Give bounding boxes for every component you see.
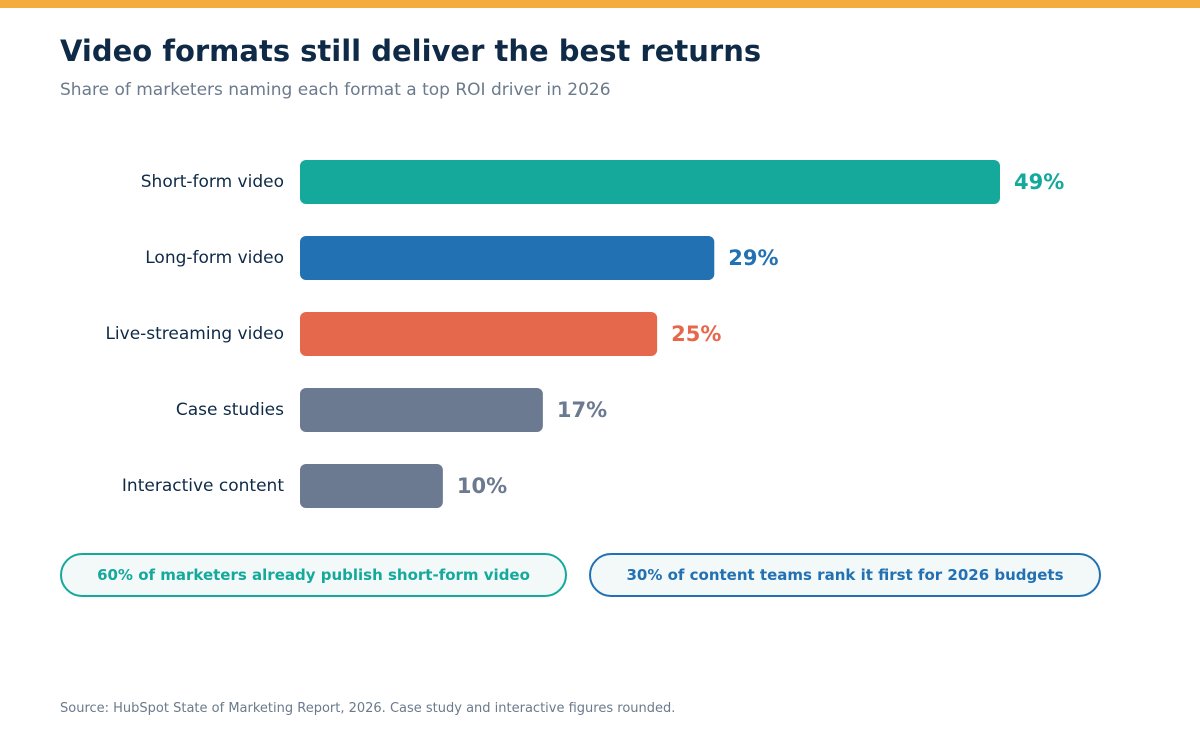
category-label-live-streaming-video: Live-streaming video [105, 324, 284, 344]
bar-case-studies [300, 388, 543, 432]
callout-text: 30% of content teams rank it first for 2… [626, 566, 1064, 584]
callout-short-form-publishing: 60% of marketers already publish short-f… [60, 553, 567, 597]
bar-short-form-video [300, 160, 1000, 204]
bar-long-form-video [300, 236, 715, 280]
callout-text: 60% of marketers already publish short-f… [97, 566, 530, 584]
value-label-case-studies: 17% [557, 398, 607, 422]
category-label-long-form-video: Long-form video [145, 248, 284, 268]
top-accent-stripe [0, 0, 1200, 8]
category-label-interactive-content: Interactive content [122, 476, 284, 496]
category-label-short-form-video: Short-form video [141, 172, 284, 192]
source-note: Source: HubSpot State of Marketing Repor… [60, 701, 676, 716]
bar-interactive-content [300, 464, 443, 508]
callout-budget-ranking: 30% of content teams rank it first for 2… [589, 553, 1101, 597]
value-label-long-form-video: 29% [728, 246, 778, 270]
chart-subtitle: Share of marketers naming each format a … [60, 80, 611, 100]
bar-live-streaming-video [300, 312, 658, 356]
value-label-interactive-content: 10% [457, 474, 507, 498]
category-label-case-studies: Case studies [176, 400, 284, 420]
value-label-live-streaming-video: 25% [671, 322, 721, 346]
value-label-short-form-video: 49% [1014, 170, 1064, 194]
chart-title: Video formats still deliver the best ret… [60, 34, 762, 68]
